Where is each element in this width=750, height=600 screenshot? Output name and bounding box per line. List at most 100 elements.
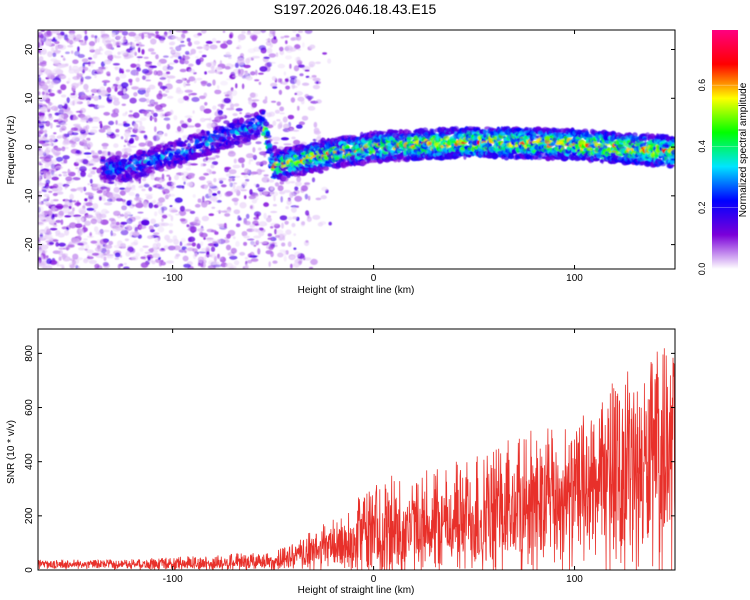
noise-blob: [75, 149, 81, 154]
noise-blob: [207, 157, 216, 160]
noise-blob: [61, 255, 68, 258]
signal-blob: [145, 169, 153, 174]
noise-blob: [69, 114, 74, 121]
noise-blob: [85, 202, 93, 207]
noise-blob: [179, 205, 185, 212]
noise-blob: [199, 57, 204, 63]
noise-blob: [60, 55, 64, 58]
noise-blob: [125, 136, 128, 141]
noise-blob: [245, 213, 250, 219]
noise-blob: [106, 71, 111, 76]
noise-blob: [210, 164, 215, 169]
noise-blob: [220, 184, 227, 188]
noise-blob: [186, 224, 190, 228]
noise-blob: [247, 259, 253, 264]
noise-blob: [63, 159, 68, 164]
noise-blob: [148, 202, 154, 209]
noise-blob: [97, 245, 101, 250]
noise-blob: [114, 55, 122, 59]
noise-blob: [195, 56, 199, 59]
noise-blob: [72, 98, 81, 105]
noise-blob: [223, 223, 227, 228]
noise-blob: [175, 213, 180, 216]
noise-blob: [116, 35, 123, 39]
noise-blob: [150, 116, 155, 120]
noise-blob: [284, 55, 293, 60]
noise-blob: [182, 135, 188, 141]
noise-blob: [225, 262, 234, 269]
noise-blob: [214, 89, 222, 95]
noise-blob: [277, 123, 282, 130]
noise-blob: [168, 230, 173, 234]
noise-blob: [230, 103, 235, 109]
noise-blob: [41, 184, 44, 187]
noise-blob: [165, 194, 169, 200]
noise-blob: [156, 201, 163, 207]
noise-blob: [85, 244, 90, 250]
noise-blob: [283, 35, 290, 38]
noise-blob: [258, 45, 266, 51]
noise-blob: [253, 216, 260, 220]
noise-blob: [52, 183, 59, 189]
noise-blob: [48, 135, 56, 139]
noise-blob: [197, 256, 204, 263]
noise-blob: [102, 36, 111, 41]
noise-blob: [127, 153, 131, 156]
noise-blob: [128, 191, 135, 196]
noise-blob: [223, 97, 231, 104]
noise-blob: [253, 30, 262, 35]
signal-blob: [168, 148, 175, 152]
noise-blob: [94, 35, 98, 39]
noise-blob: [181, 171, 189, 177]
noise-blob: [76, 224, 82, 227]
noise-blob: [260, 30, 267, 33]
noise-blob: [127, 246, 134, 253]
noise-blob: [44, 201, 51, 205]
noise-blob: [57, 63, 67, 68]
noise-blob: [225, 244, 232, 251]
noise-blob: [60, 94, 67, 98]
noise-blob: [67, 244, 75, 248]
noise-blob: [283, 143, 292, 146]
noise-blob: [251, 102, 257, 108]
noise-blob: [130, 63, 137, 68]
noise-blob: [159, 39, 165, 44]
noise-blob: [140, 256, 146, 260]
noise-blob: [115, 221, 120, 226]
noise-blob: [226, 39, 233, 45]
noise-blob: [211, 171, 216, 175]
signal-blob: [157, 167, 165, 172]
noise-blob: [53, 68, 61, 73]
noise-blob: [64, 229, 70, 236]
noise-blob: [60, 125, 67, 131]
noise-blob: [159, 77, 167, 80]
noise-blob: [130, 50, 134, 56]
noise-blob: [282, 235, 286, 241]
noise-blob: [38, 67, 41, 70]
noise-blob: [41, 143, 50, 147]
noise-blob: [91, 34, 95, 38]
noise-blob: [281, 81, 288, 85]
noise-blob: [160, 261, 167, 266]
noise-blob: [233, 103, 240, 107]
noise-blob: [38, 38, 44, 43]
noise-blob: [226, 107, 235, 111]
noise-blob: [48, 190, 53, 193]
noise-blob: [305, 95, 314, 100]
noise-blob: [58, 44, 67, 50]
noise-blob: [175, 253, 181, 257]
noise-blob: [166, 66, 174, 70]
noise-blob: [121, 205, 127, 211]
noise-blob: [94, 48, 101, 55]
noise-blob: [287, 241, 292, 247]
noise-blob: [272, 260, 278, 264]
noise-blob: [82, 159, 89, 165]
noise-blob: [55, 203, 64, 210]
noise-blob: [135, 77, 140, 83]
noise-blob: [306, 216, 312, 222]
noise-blob: [41, 189, 47, 192]
noise-blob: [212, 241, 218, 244]
noise-blob: [132, 112, 140, 119]
noise-blob: [115, 81, 120, 84]
noise-blob: [59, 74, 67, 80]
